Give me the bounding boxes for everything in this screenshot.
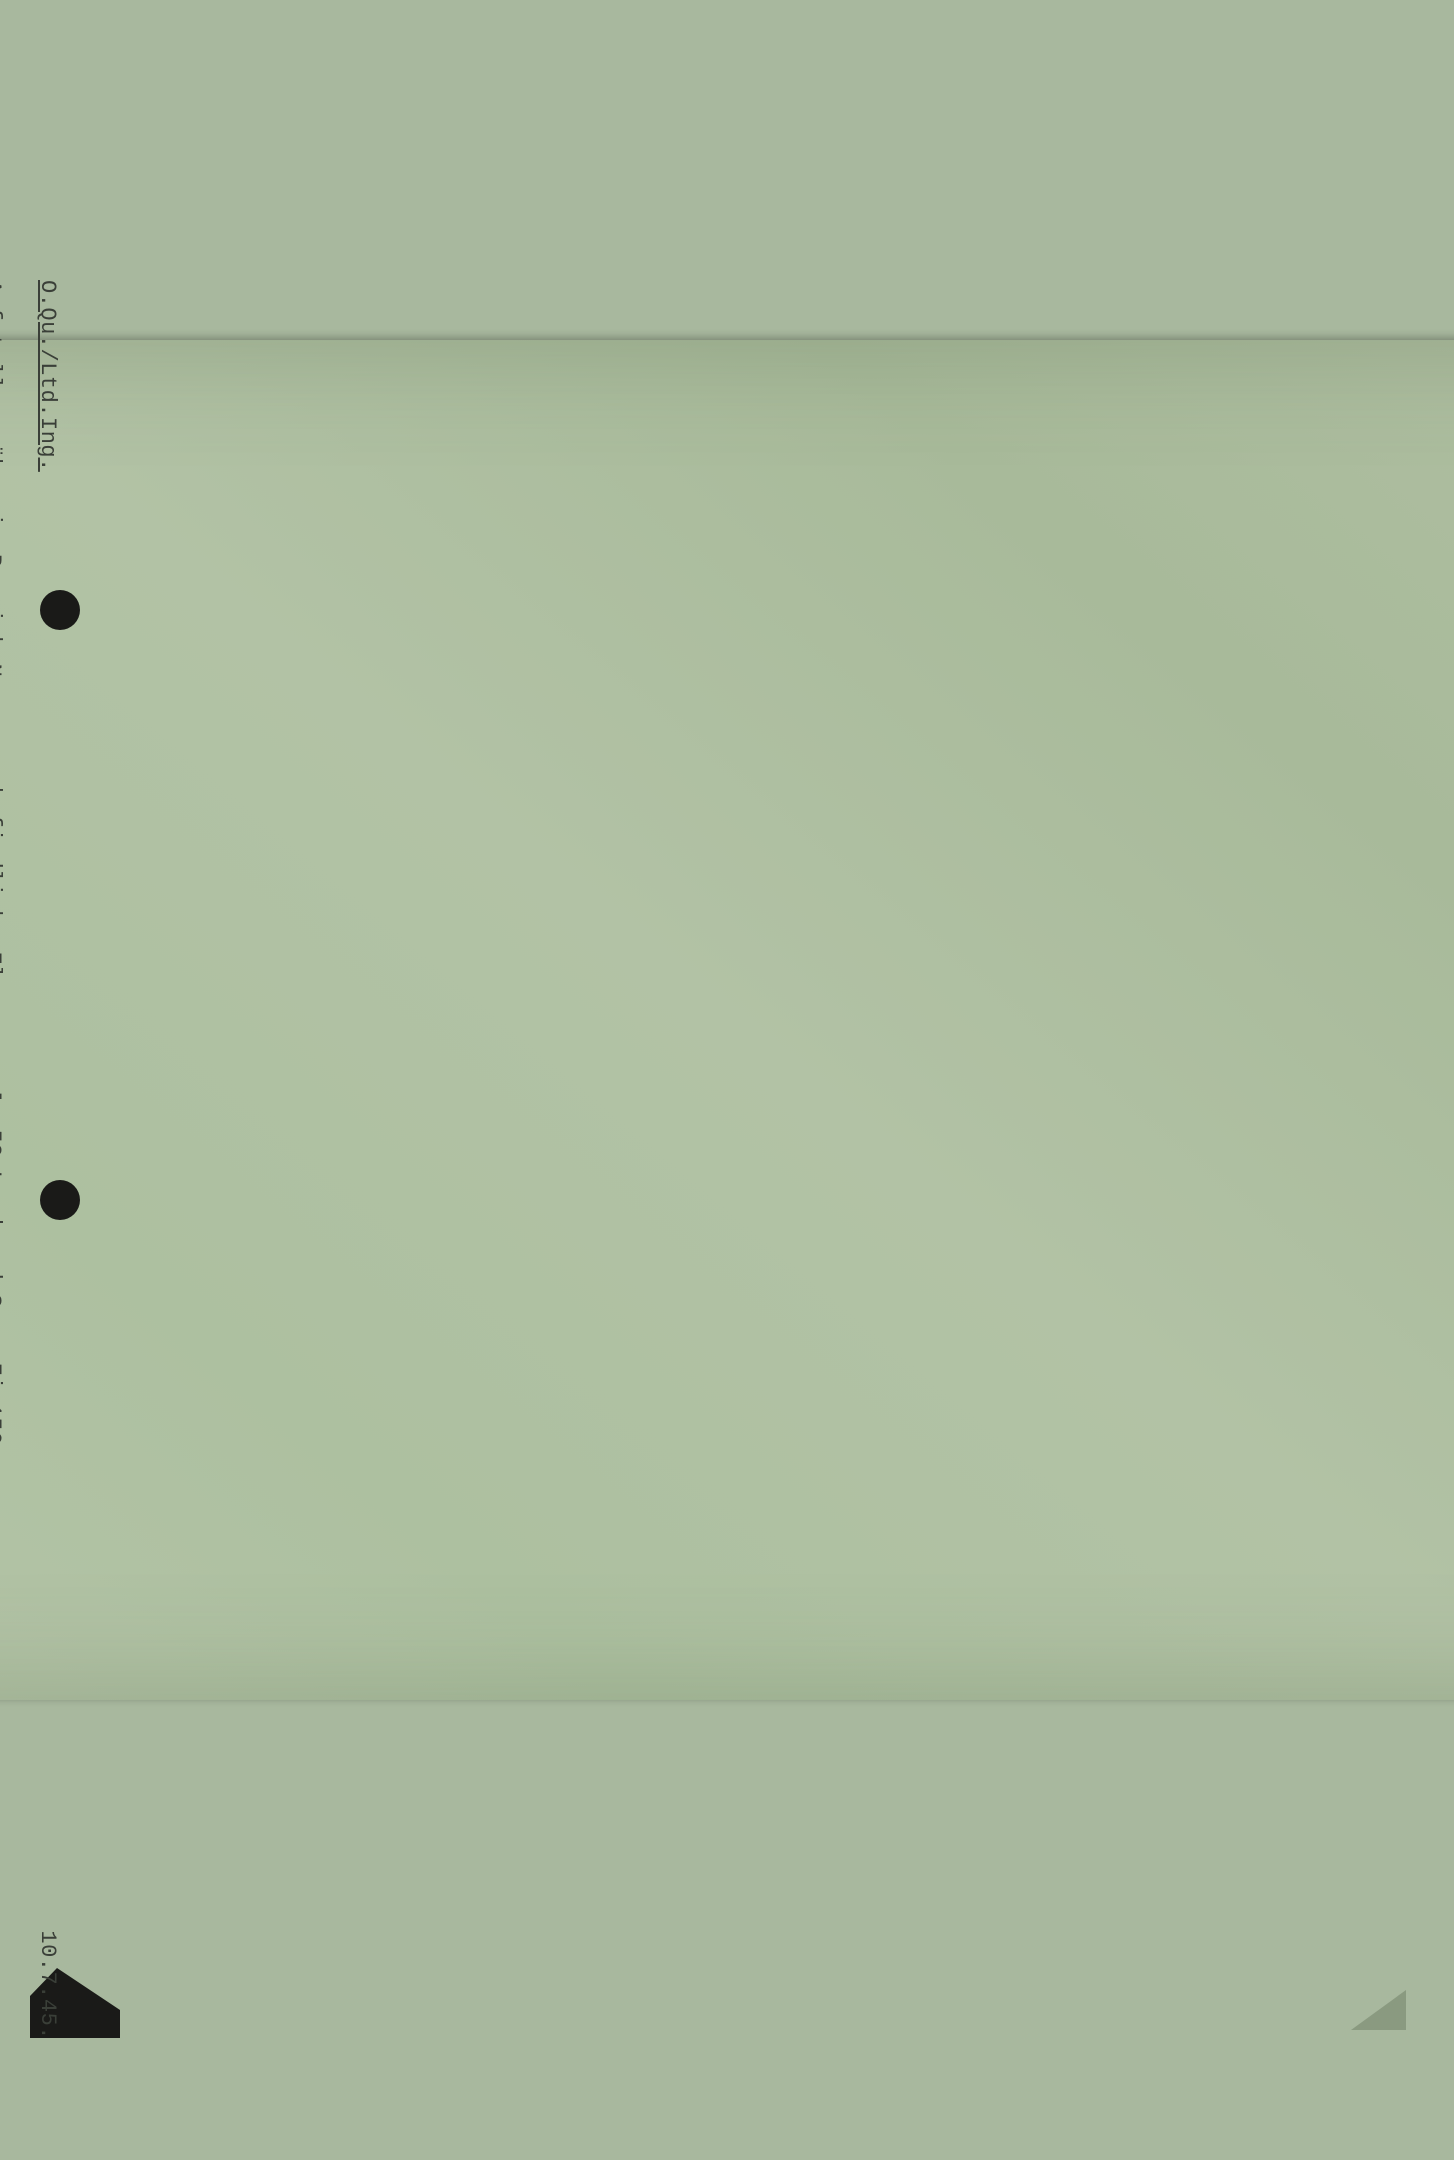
title-line-1: Aufstellung über im Bereich Norwegen bef… [0, 280, 5, 2160]
org-header: O.Qu./Ltd.Ing. [35, 280, 60, 472]
document-date: 10.7.45. [35, 1930, 60, 2040]
document-content: O.Qu./Ltd.Ing. 10.7.45. Aufstellung über… [0, 280, 60, 2160]
folded-corner-icon [1351, 1990, 1406, 2030]
paper-sheet [0, 340, 1454, 1700]
